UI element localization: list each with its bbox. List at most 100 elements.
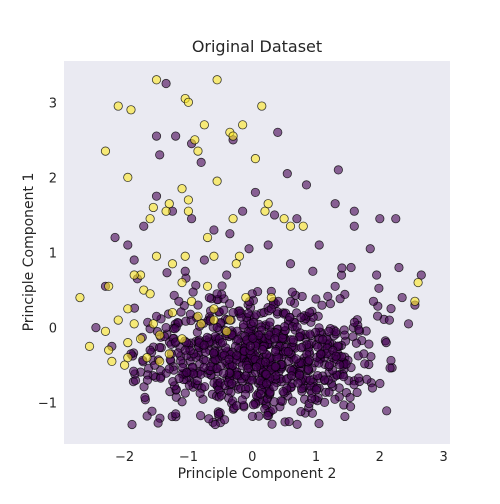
class-0-point [345, 402, 356, 412]
class-0-point [196, 157, 206, 167]
class-1-point [199, 120, 209, 130]
class-0-point [155, 150, 165, 160]
class-1-point [263, 199, 273, 209]
class-0-point [162, 268, 172, 278]
class-0-point [394, 262, 404, 273]
class-0-point [381, 338, 391, 348]
class-0-point [196, 410, 206, 421]
class-0-point [305, 329, 315, 339]
class-1-point [228, 214, 238, 224]
class-1-point [212, 176, 222, 186]
class-0-point [213, 409, 224, 419]
points-layer [75, 75, 426, 430]
class-0-point [261, 379, 272, 389]
class-0-point [354, 373, 364, 383]
class-1-point [285, 221, 296, 231]
class-0-point [312, 370, 323, 381]
class-1-point [167, 307, 178, 318]
class-0-point [142, 375, 153, 385]
class-1-point [410, 296, 420, 306]
class-1-point [241, 292, 251, 303]
class-1-point [190, 135, 200, 145]
class-0-point [266, 304, 276, 314]
class-0-point [129, 366, 139, 376]
class-0-point [354, 325, 364, 335]
class-1-point [113, 315, 123, 325]
class-0-point [164, 364, 174, 374]
class-0-point [252, 362, 262, 372]
class-0-point [218, 368, 229, 378]
class-0-point [273, 127, 283, 137]
class-1-point [238, 120, 248, 130]
class-1-point [155, 330, 165, 340]
class-0-point [199, 362, 209, 373]
class-0-point [174, 373, 184, 384]
class-0-point [330, 394, 340, 404]
class-0-point [374, 283, 384, 293]
class-0-point [296, 312, 306, 323]
class-0-point [297, 291, 307, 302]
class-0-point [204, 293, 214, 303]
class-0-point [280, 322, 290, 332]
class-0-point [188, 287, 198, 297]
class-0-point [386, 355, 396, 366]
class-0-point [139, 221, 149, 231]
class-0-point [245, 341, 255, 351]
class-0-point [324, 360, 335, 370]
class-1-point [177, 184, 187, 194]
class-1-point [279, 214, 289, 224]
class-0-point [296, 343, 306, 353]
class-0-point [324, 326, 334, 336]
class-1-point [183, 206, 194, 216]
class-1-point [123, 338, 133, 348]
class-0-point [91, 322, 101, 333]
class-0-point [372, 311, 383, 321]
class-0-point [180, 266, 190, 276]
class-1-point [187, 296, 197, 306]
y-tick-label: 2 [49, 171, 57, 186]
class-0-point [202, 332, 212, 342]
class-0-point [351, 338, 361, 348]
class-0-point [288, 335, 298, 345]
class-0-point [304, 355, 314, 365]
class-0-point [261, 369, 271, 379]
class-0-point [154, 342, 165, 353]
class-0-point [349, 317, 360, 327]
class-0-point [283, 347, 293, 357]
class-0-point [262, 410, 272, 421]
class-0-point [212, 289, 222, 299]
class-0-point [372, 270, 382, 280]
class-0-point [177, 397, 187, 407]
class-0-point [305, 375, 315, 385]
class-1-point [104, 281, 114, 291]
class-0-point [110, 232, 120, 243]
class-0-point [301, 180, 312, 190]
class-0-point [382, 406, 392, 416]
class-0-point [288, 396, 298, 406]
class-0-point [232, 350, 242, 360]
class-0-point [248, 333, 258, 343]
class-0-point [171, 409, 181, 419]
class-0-point [216, 390, 227, 400]
class-0-point [286, 371, 297, 381]
class-0-point [273, 296, 283, 306]
class-1-point [104, 345, 114, 355]
class-0-point [217, 338, 228, 348]
class-0-point [318, 334, 328, 344]
class-1-point [180, 251, 190, 261]
class-1-point [250, 154, 260, 164]
class-1-point [123, 304, 133, 314]
class-1-point [107, 356, 117, 366]
class-0-point [270, 346, 281, 357]
class-1-point [177, 277, 187, 288]
class-0-point [319, 397, 330, 407]
class-0-point [385, 363, 395, 373]
class-0-point [375, 378, 385, 389]
y-tick-label: 1 [49, 247, 57, 262]
class-0-point [293, 378, 303, 388]
class-0-point [250, 187, 260, 198]
class-0-point [270, 362, 280, 372]
class-0-point [161, 322, 171, 333]
class-0-point [142, 411, 152, 421]
class-0-point [153, 418, 163, 428]
